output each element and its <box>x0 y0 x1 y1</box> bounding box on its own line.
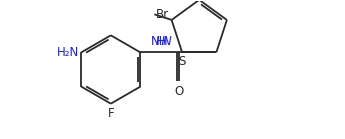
Text: F: F <box>108 107 114 121</box>
Text: H: H <box>155 35 164 48</box>
Text: Br: Br <box>156 8 169 21</box>
Text: S: S <box>178 55 186 68</box>
Text: N: N <box>162 35 171 48</box>
Text: H₂N: H₂N <box>57 46 79 59</box>
Text: O: O <box>175 85 184 98</box>
Text: NH: NH <box>151 35 169 48</box>
